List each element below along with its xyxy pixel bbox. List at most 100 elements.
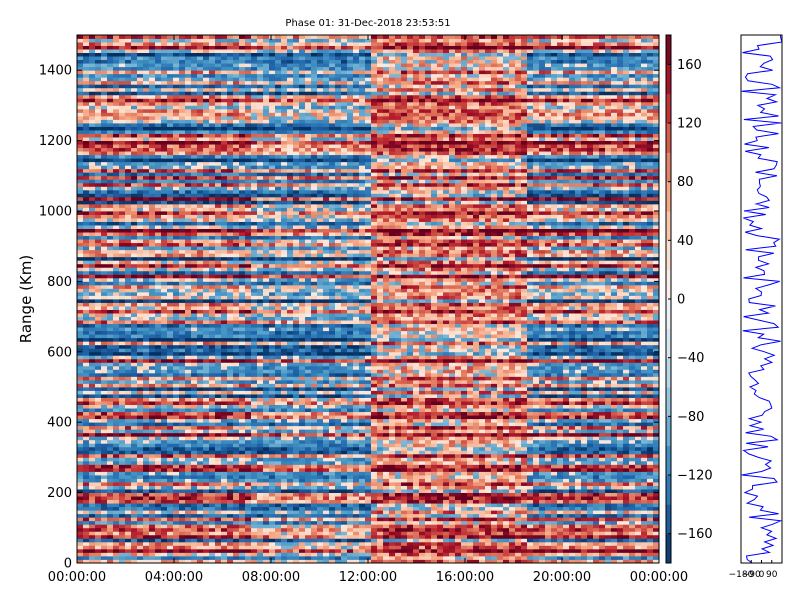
- heatmap-cell: [209, 513, 216, 518]
- heatmap-cell: [635, 411, 642, 416]
- heatmap-cell: [503, 467, 510, 472]
- heatmap-cell: [509, 464, 516, 469]
- heatmap-cell: [161, 513, 168, 518]
- heatmap-cell: [347, 538, 354, 543]
- heatmap-cell: [575, 531, 582, 536]
- heatmap-cell: [89, 524, 96, 529]
- heatmap-cell: [437, 548, 444, 553]
- heatmap-cell: [137, 457, 144, 462]
- heatmap-cell: [455, 432, 462, 437]
- heatmap-cell: [593, 496, 600, 501]
- heatmap-cell: [653, 436, 660, 441]
- heatmap-cell: [335, 397, 342, 402]
- heatmap-cell: [359, 446, 366, 451]
- heatmap-cell: [455, 401, 462, 405]
- heatmap-cell: [419, 545, 426, 550]
- heatmap-cell: [473, 475, 480, 479]
- heatmap-cell: [425, 527, 432, 532]
- heatmap-cell: [287, 383, 294, 388]
- heatmap-cell: [311, 538, 318, 543]
- heatmap-cell: [269, 489, 276, 493]
- heatmap-cell: [539, 401, 546, 405]
- heatmap-cell: [173, 457, 180, 462]
- heatmap-cell: [557, 439, 564, 444]
- heatmap-cell: [491, 534, 498, 539]
- heatmap-cell: [167, 429, 174, 434]
- heatmap-cell: [503, 429, 510, 434]
- heatmap-cell: [527, 397, 534, 402]
- heatmap-cell: [419, 401, 426, 405]
- heatmap-cell: [371, 478, 378, 483]
- heatmap-cell: [197, 411, 204, 416]
- heatmap-cell: [443, 534, 450, 539]
- heatmap-cell: [587, 478, 594, 483]
- heatmap-cell: [383, 408, 390, 413]
- heatmap-cell: [395, 432, 402, 437]
- heatmap-cell: [485, 496, 492, 501]
- heatmap-cell: [137, 439, 144, 444]
- heatmap-cell: [335, 475, 342, 479]
- heatmap-cell: [449, 524, 456, 529]
- heatmap-cell: [551, 482, 558, 486]
- heatmap-cell: [371, 496, 378, 501]
- heatmap-cell: [497, 390, 504, 395]
- heatmap-cell: [305, 415, 312, 420]
- heatmap-cell: [521, 387, 528, 391]
- heatmap-cell: [215, 503, 222, 508]
- heatmap-cell: [227, 467, 234, 472]
- heatmap-cell: [293, 408, 300, 413]
- heatmap-cell: [173, 436, 180, 441]
- heatmap-cell: [77, 422, 84, 427]
- heatmap-cell: [431, 482, 438, 486]
- heatmap-cell: [377, 520, 384, 525]
- heatmap-cell: [323, 527, 330, 532]
- heatmap-cell: [131, 460, 138, 465]
- heatmap-cell: [491, 439, 498, 444]
- heatmap-cell: [227, 485, 234, 490]
- heatmap-cell: [521, 457, 528, 462]
- heatmap-cell: [233, 450, 240, 455]
- heatmap-cell: [209, 453, 216, 458]
- heatmap-cell: [95, 408, 102, 413]
- heatmap-cell: [551, 383, 558, 388]
- heatmap-cell: [377, 531, 384, 536]
- heatmap-cell: [299, 453, 306, 458]
- heatmap-cell: [191, 478, 198, 483]
- heatmap-cell: [431, 383, 438, 388]
- heatmap-cell: [503, 559, 510, 564]
- heatmap-cell: [101, 503, 108, 508]
- heatmap-cell: [269, 534, 276, 539]
- heatmap-cell: [89, 422, 96, 427]
- heatmap-cell: [401, 524, 408, 529]
- heatmap-cell: [515, 453, 522, 458]
- heatmap-cell: [119, 485, 126, 490]
- heatmap-cell: [287, 524, 294, 529]
- heatmap-cell: [161, 415, 168, 420]
- heatmap-cell: [449, 548, 456, 553]
- heatmap-cell: [77, 482, 84, 486]
- heatmap-cell: [533, 555, 540, 560]
- heatmap-cell: [305, 506, 312, 511]
- heatmap-cell: [263, 545, 270, 550]
- heatmap-cell: [347, 450, 354, 455]
- heatmap-cell: [173, 506, 180, 511]
- heatmap-cell: [173, 499, 180, 504]
- heatmap-cell: [653, 383, 660, 388]
- heatmap-cell: [413, 443, 420, 448]
- heatmap-cell: [623, 496, 630, 501]
- heatmap-cell: [119, 503, 126, 508]
- heatmap-cell: [269, 510, 276, 515]
- heatmap-cell: [95, 506, 102, 511]
- heatmap-cell: [149, 552, 156, 557]
- heatmap-cell: [317, 383, 324, 388]
- heatmap-cell: [137, 471, 144, 476]
- heatmap-cell: [215, 506, 222, 511]
- heatmap-cell: [323, 541, 330, 546]
- heatmap-cell: [239, 379, 246, 384]
- heatmap-cell: [509, 457, 516, 462]
- heatmap-cell: [77, 401, 84, 405]
- heatmap-cell: [107, 531, 114, 536]
- heatmap-cell: [473, 394, 480, 398]
- heatmap-cell: [365, 464, 372, 469]
- heatmap-cell: [521, 499, 528, 504]
